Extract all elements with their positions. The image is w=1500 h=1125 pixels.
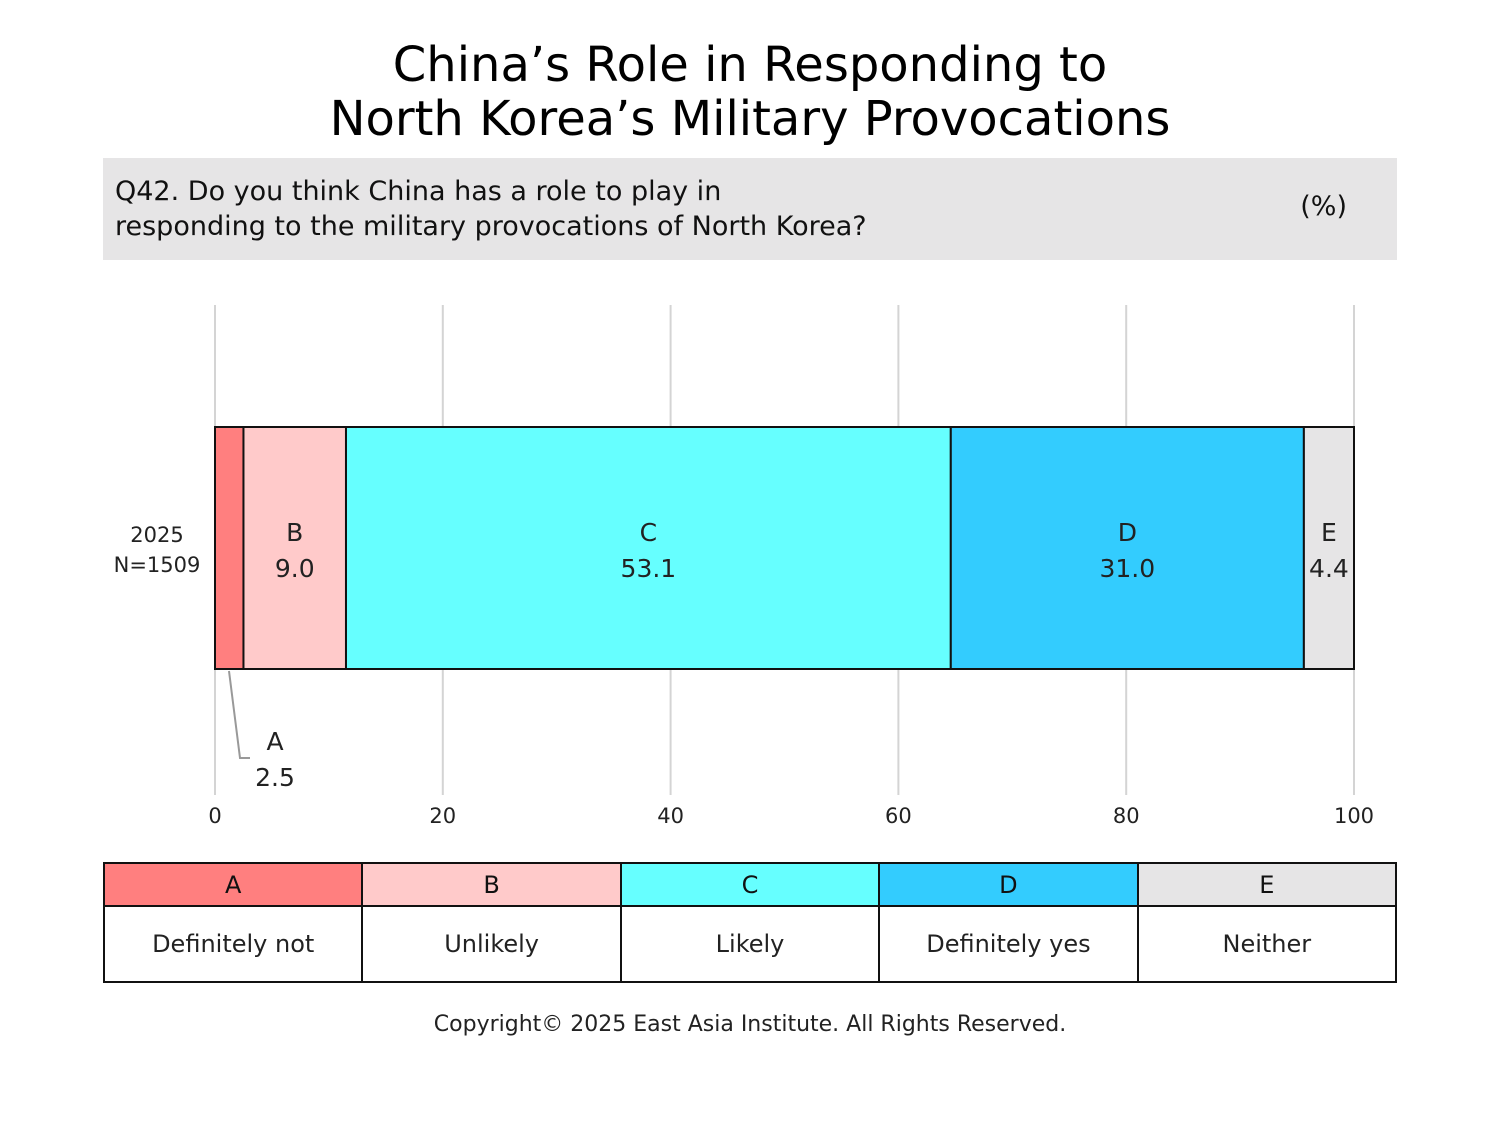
segment-name-label: D	[1118, 518, 1137, 547]
x-tick-label: 80	[1113, 804, 1140, 828]
legend-key: C	[621, 864, 879, 907]
legend-table: A Definitely not B Unlikely C Likely D Definite…	[103, 862, 1397, 983]
data-label: 9.0	[275, 554, 315, 583]
question-text: Q42. Do you think China has a role to pl…	[115, 174, 867, 244]
chart-title-line-2: North Korea’s Military Provocations	[329, 91, 1171, 147]
leader-line-a	[228, 670, 250, 759]
legend-column-b: B Unlikely	[363, 864, 622, 981]
segment-name-label: C	[640, 518, 657, 547]
legend-column-c: C Likely	[621, 864, 881, 981]
data-label: 53.1	[621, 554, 677, 583]
question-line-2: responding to the military provocations …	[115, 211, 867, 242]
legend-label: Definitely yes	[926, 930, 1091, 958]
legend-key: A	[105, 864, 362, 907]
copyright-notice: Copyright© 2025 East Asia Institute. All…	[433, 1012, 1067, 1037]
segment-name-label: A	[266, 727, 283, 756]
bar-segment-a	[214, 426, 245, 670]
bar-segment-e	[1302, 426, 1356, 670]
bar-segment-b	[242, 426, 347, 670]
unit-label: (%)	[1300, 191, 1347, 222]
chart-title: China’s Role in Responding to North Kore…	[0, 38, 1500, 146]
category-label: N=1509	[114, 553, 201, 577]
legend-label: Unlikely	[444, 930, 539, 958]
bar-segment-d	[949, 426, 1305, 670]
bar-segment-c	[344, 426, 952, 670]
legend-column-a: A Definitely not	[105, 864, 364, 981]
question-box: Q42. Do you think China has a role to pl…	[103, 158, 1397, 260]
legend-key: D	[880, 864, 1137, 907]
data-label: 2.5	[255, 763, 295, 792]
x-tick-label: 60	[885, 804, 912, 828]
legend-label: Likely	[715, 930, 785, 958]
legend-column-e: E Neither	[1138, 864, 1396, 981]
x-tick-label: 100	[1334, 804, 1374, 828]
stacked-bar-chart: 0 20 40 60 80 100 2025 N=1509 A 2.5 B 9.0 C 53.1 D 31.0…	[114, 305, 1374, 828]
x-tick-label: 40	[657, 804, 684, 828]
data-label: 4.4	[1309, 554, 1349, 583]
legend-key: B	[363, 864, 620, 907]
x-tick-label: 0	[208, 804, 221, 828]
data-label: 31.0	[1100, 554, 1156, 583]
legend-key: E	[1138, 864, 1396, 907]
legend-label: Definitely not	[152, 930, 315, 958]
chart-title-line-1: China’s Role in Responding to	[392, 37, 1108, 93]
category-label: 2025	[130, 523, 183, 547]
x-tick-label: 20	[429, 804, 456, 828]
question-line-1: Q42. Do you think China has a role to pl…	[115, 176, 722, 207]
segment-name-label: B	[286, 518, 303, 547]
legend-column-d: D Definitely yes	[880, 864, 1139, 981]
legend-label: Neither	[1222, 930, 1312, 958]
segment-name-label: E	[1321, 518, 1337, 547]
